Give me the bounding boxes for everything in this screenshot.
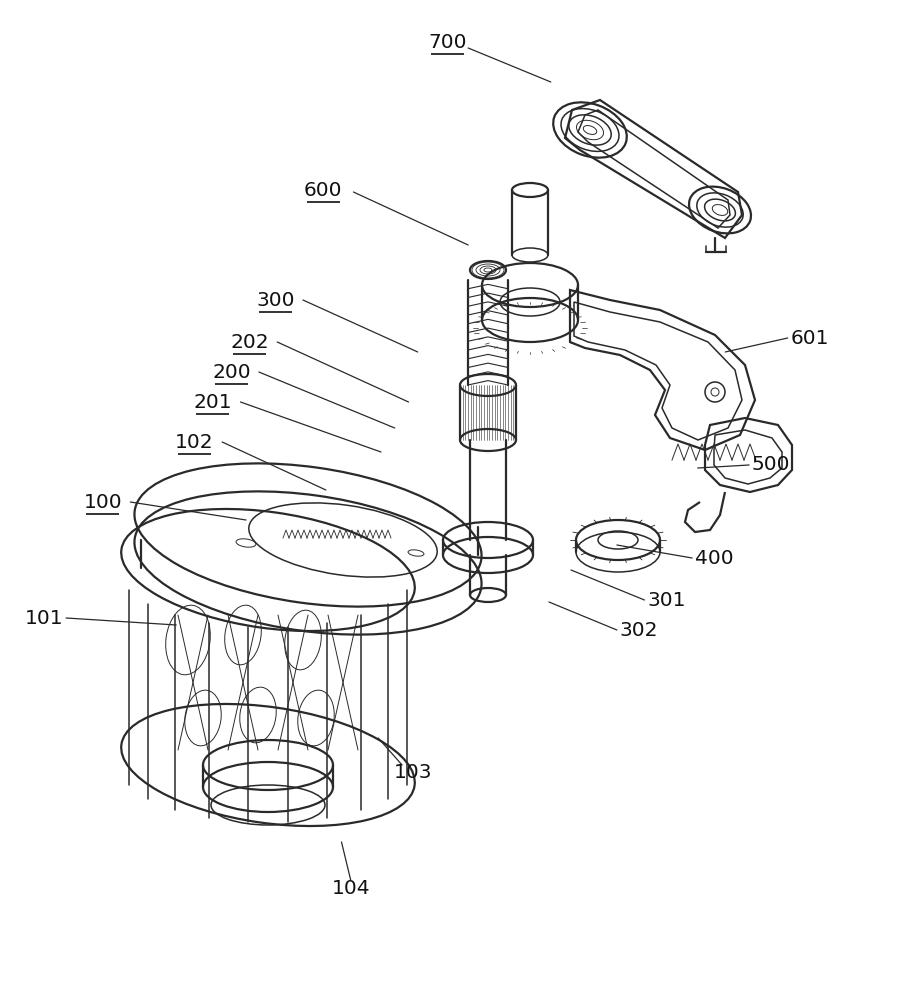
Text: 200: 200 — [212, 362, 251, 381]
Text: 101: 101 — [25, 608, 63, 628]
Text: 100: 100 — [84, 492, 122, 512]
Text: 600: 600 — [304, 180, 342, 200]
Text: 301: 301 — [647, 590, 686, 609]
Text: 103: 103 — [394, 762, 432, 782]
Text: 601: 601 — [790, 328, 829, 348]
Text: 202: 202 — [230, 332, 269, 352]
Text: 104: 104 — [331, 879, 370, 898]
Text: 102: 102 — [175, 432, 214, 452]
Text: 400: 400 — [695, 548, 733, 568]
Text: 700: 700 — [429, 32, 467, 51]
Text: 500: 500 — [752, 456, 790, 475]
Text: 302: 302 — [620, 620, 658, 640]
Text: 201: 201 — [194, 392, 232, 412]
Text: 300: 300 — [256, 290, 295, 310]
